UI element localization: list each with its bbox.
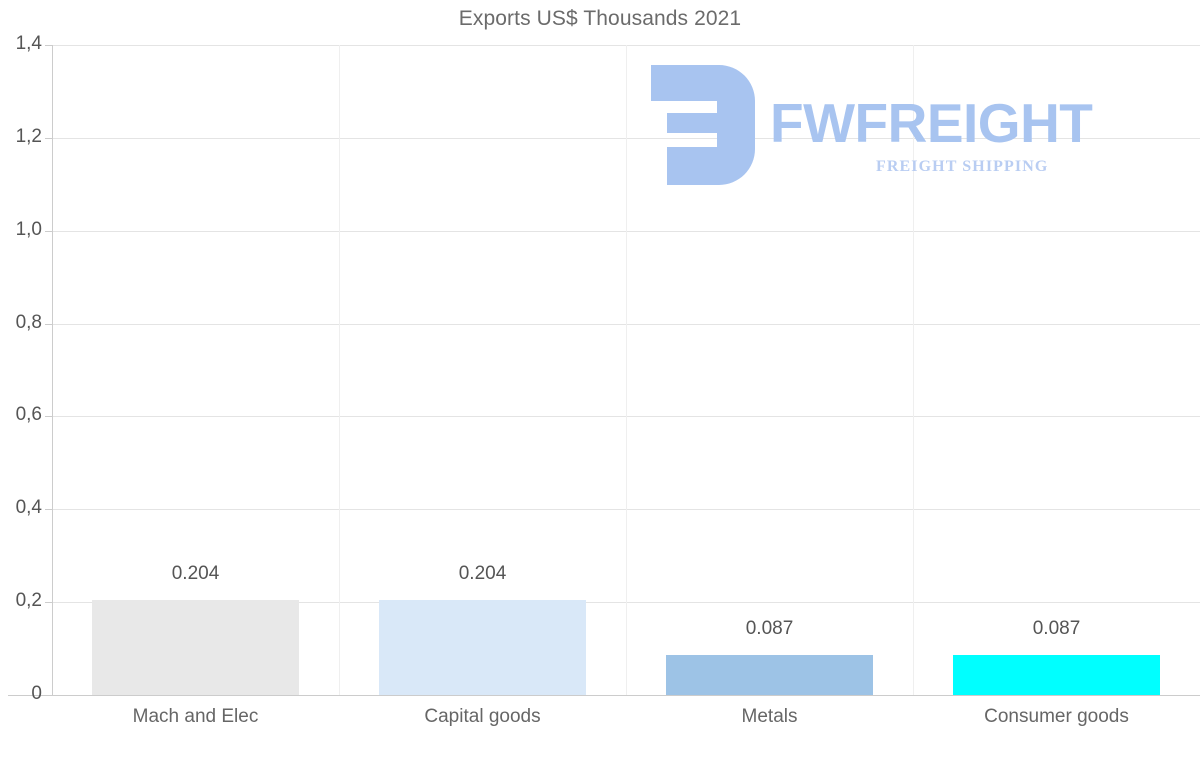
x-axis-category-label: Consumer goods (984, 706, 1129, 727)
y-axis-tick (45, 695, 52, 696)
bar-value-label: 0.087 (1032, 617, 1081, 639)
y-axis-tick-label: 1,0 (15, 218, 42, 240)
y-axis-tick (45, 323, 52, 325)
y-axis-tick (45, 602, 52, 604)
gridline-vertical (913, 45, 914, 695)
y-axis-tick (45, 416, 52, 418)
y-axis-tick-label: 0,4 (15, 497, 42, 519)
y-axis-tick (45, 230, 52, 232)
y-axis-tick-label: 0,6 (15, 404, 42, 426)
bar-value-label: 0.204 (171, 563, 220, 585)
gridline-vertical (626, 45, 627, 695)
y-axis-tick-label: 0 (31, 683, 42, 704)
bar[interactable] (953, 654, 1160, 695)
x-axis-category-label: Metals (741, 706, 798, 727)
chart-title: Exports US$ Thousands 2021 (458, 7, 742, 30)
bar[interactable] (666, 654, 873, 695)
gridline-vertical (339, 45, 340, 695)
bar[interactable] (92, 600, 299, 695)
y-axis-tick (45, 137, 52, 139)
y-axis-tick-label: 1,2 (15, 125, 42, 147)
y-axis-tick-label: 0,8 (15, 311, 42, 333)
bar-value-label: 0.087 (745, 617, 794, 639)
y-axis-line (52, 45, 53, 696)
y-axis-tick (45, 509, 52, 511)
x-axis-line (8, 695, 1200, 696)
x-axis-category-label: Capital goods (424, 706, 541, 727)
bar-value-label: 0.204 (458, 563, 507, 585)
y-axis-tick-label: 1,4 (15, 33, 42, 54)
bar[interactable] (379, 600, 586, 695)
y-axis-tick (45, 45, 52, 46)
x-axis-category-label: Mach and Elec (132, 706, 259, 727)
y-axis-tick-label: 0,2 (15, 590, 42, 612)
